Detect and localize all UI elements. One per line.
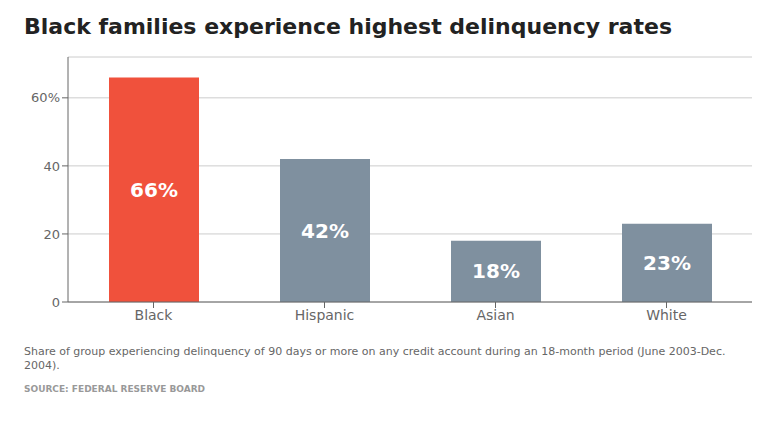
html-text:Share of group experiencing de: Share of group experiencing delinquency … bbox=[24, 345, 726, 373]
html-text:Black families experience high: Black families experience highest delinq… bbox=[24, 14, 672, 39]
svg-text:0: 0 bbox=[52, 295, 60, 310]
svg-text:Asian: Asian bbox=[476, 307, 514, 323]
svg-text:66%: 66% bbox=[130, 178, 178, 202]
svg-text:60%: 60% bbox=[31, 90, 60, 105]
svg-text:White: White bbox=[646, 307, 687, 323]
svg-text:Hispanic: Hispanic bbox=[295, 307, 355, 323]
html-text:SOURCE: FEDERAL RESERVE BOARD: SOURCE: FEDERAL RESERVE BOARD bbox=[24, 383, 206, 394]
svg-text:20: 20 bbox=[43, 227, 60, 242]
svg-text:Black: Black bbox=[135, 307, 174, 323]
svg-text:18%: 18% bbox=[472, 259, 520, 283]
svg-text:23%: 23% bbox=[643, 251, 691, 275]
svg-text:42%: 42% bbox=[301, 219, 349, 243]
svg-text:40: 40 bbox=[43, 159, 60, 174]
